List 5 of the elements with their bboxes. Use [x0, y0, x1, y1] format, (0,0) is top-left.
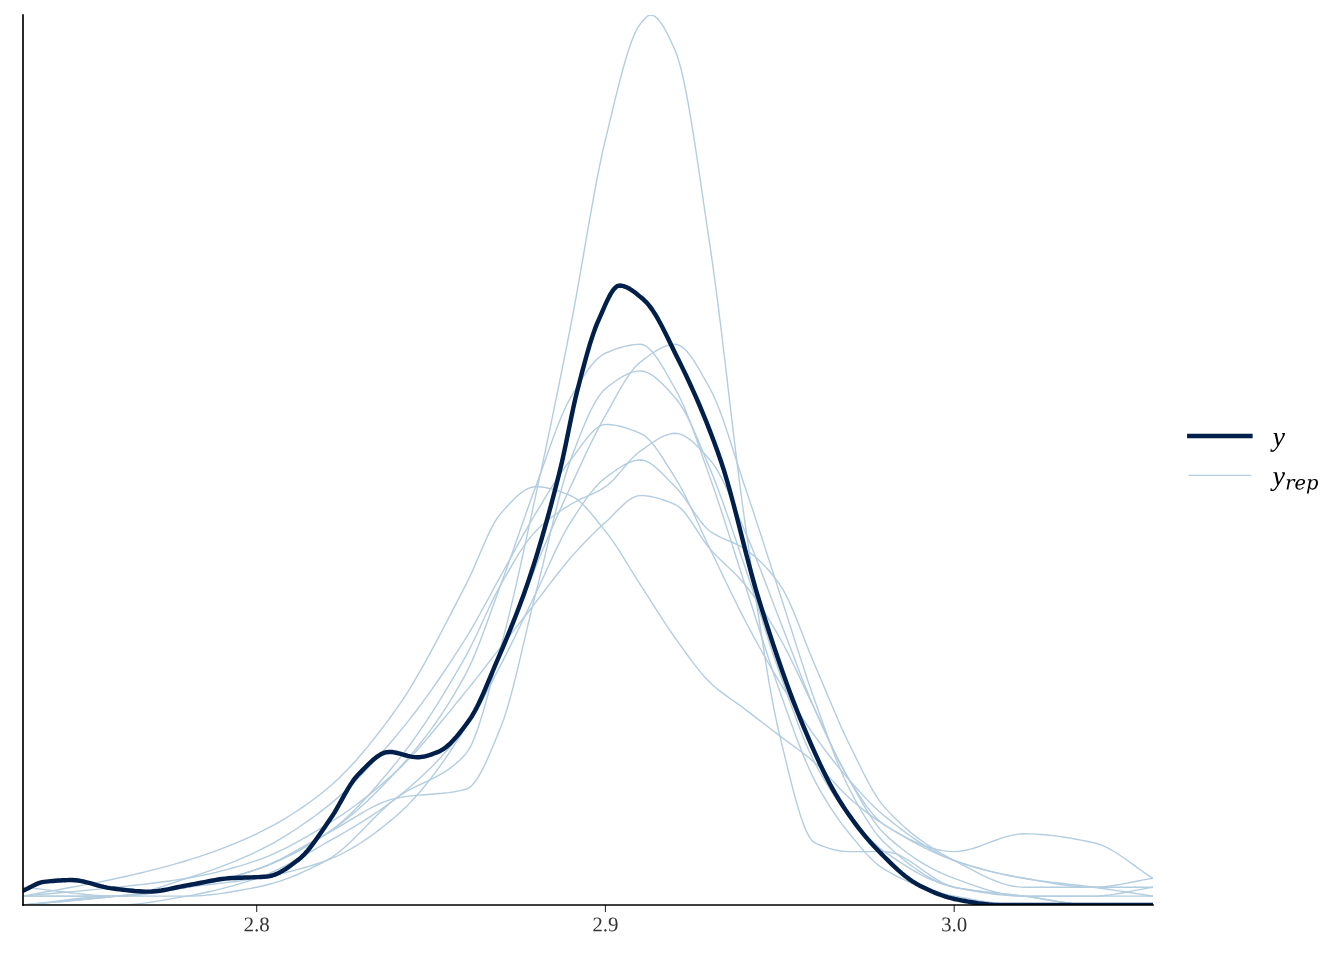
x-tick-label: 2.8 — [244, 917, 269, 932]
x-tick-label: 2.9 — [593, 917, 618, 932]
x-tick-label: 3.0 — [942, 917, 967, 932]
legend-label: y$_{rep}$ — [1270, 472, 1319, 494]
legend-label: y — [1270, 433, 1285, 452]
